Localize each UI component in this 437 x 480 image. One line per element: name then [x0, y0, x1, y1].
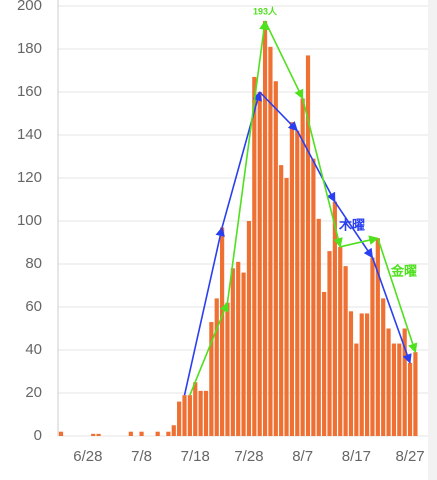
bar	[316, 218, 321, 436]
bar	[295, 130, 300, 436]
bar	[284, 178, 289, 436]
bar	[402, 328, 407, 436]
bar	[397, 343, 402, 436]
bar	[246, 221, 252, 436]
bar	[364, 313, 370, 436]
bar	[257, 92, 262, 436]
y-tick-label: 200	[17, 0, 42, 14]
side-strip	[428, 0, 437, 480]
bar	[177, 401, 182, 436]
annotation: 193人	[253, 5, 278, 16]
y-tick-label: 140	[17, 126, 42, 143]
bar	[370, 257, 375, 436]
bar	[214, 298, 219, 436]
bar	[375, 238, 380, 436]
bar	[322, 291, 327, 436]
bar	[332, 201, 337, 436]
trend-arrow	[334, 201, 374, 259]
bar	[386, 328, 391, 436]
y-tick-label: 120	[17, 169, 42, 186]
trend-arrow	[259, 91, 298, 132]
bar	[155, 431, 160, 436]
bar	[58, 431, 64, 436]
bar	[203, 390, 209, 436]
bar	[268, 46, 273, 436]
bar	[241, 272, 246, 436]
bar	[220, 227, 225, 436]
x-tick-label: 8/27	[395, 448, 424, 465]
x-tick-label: 7/28	[234, 448, 263, 465]
bar	[354, 343, 359, 436]
bar	[413, 352, 418, 436]
trend-arrow	[377, 237, 418, 354]
bar	[193, 382, 198, 436]
series-label: 木曜	[338, 217, 365, 232]
bar	[236, 261, 241, 436]
bar	[182, 395, 187, 436]
bar	[338, 246, 343, 436]
bar	[91, 433, 96, 436]
y-tick-label: 60	[25, 298, 42, 315]
bar	[279, 165, 284, 436]
bar	[381, 298, 386, 436]
bar	[225, 302, 230, 436]
trend-arrow	[301, 98, 343, 248]
bar	[289, 122, 295, 436]
bar	[407, 362, 413, 436]
bar	[327, 251, 332, 436]
bar	[96, 433, 101, 436]
trend-arrow	[371, 257, 412, 364]
y-tick-label: 100	[17, 212, 42, 229]
bar	[209, 322, 214, 436]
y-tick-label: 80	[25, 255, 42, 272]
x-tick-label: 8/7	[292, 448, 313, 465]
trend-arrow	[221, 91, 263, 228]
bar	[391, 343, 397, 436]
bar	[139, 431, 144, 436]
bar	[187, 395, 192, 436]
x-tick-label: 7/18	[181, 448, 210, 465]
bar	[230, 268, 235, 436]
trend-arrow	[183, 226, 225, 396]
y-tick-label: 20	[25, 384, 42, 401]
trend-arrow	[264, 20, 304, 100]
series-label: 金曜	[390, 263, 417, 278]
x-tick-label: 8/17	[342, 448, 371, 465]
bar	[305, 55, 311, 436]
bar	[262, 21, 268, 437]
bar	[166, 431, 171, 436]
y-tick-label: 40	[25, 341, 42, 358]
y-tick-label: 180	[17, 40, 42, 57]
bar	[273, 81, 278, 436]
x-tick-label: 6/28	[73, 448, 102, 465]
x-tick-label: 7/8	[131, 448, 152, 465]
y-tick-label: 0	[34, 427, 42, 444]
y-tick-label: 160	[17, 83, 42, 100]
bar	[252, 76, 257, 436]
bar	[311, 158, 316, 436]
bar	[300, 98, 305, 436]
trend-arrow	[296, 130, 336, 203]
bar	[343, 266, 348, 436]
bar	[359, 313, 364, 436]
trend-arrow	[189, 301, 229, 396]
bar	[171, 425, 176, 436]
trend-arrow	[340, 235, 379, 248]
bar	[348, 311, 354, 436]
trend-arrow	[226, 20, 269, 303]
bar	[198, 390, 203, 436]
bar	[128, 431, 133, 436]
